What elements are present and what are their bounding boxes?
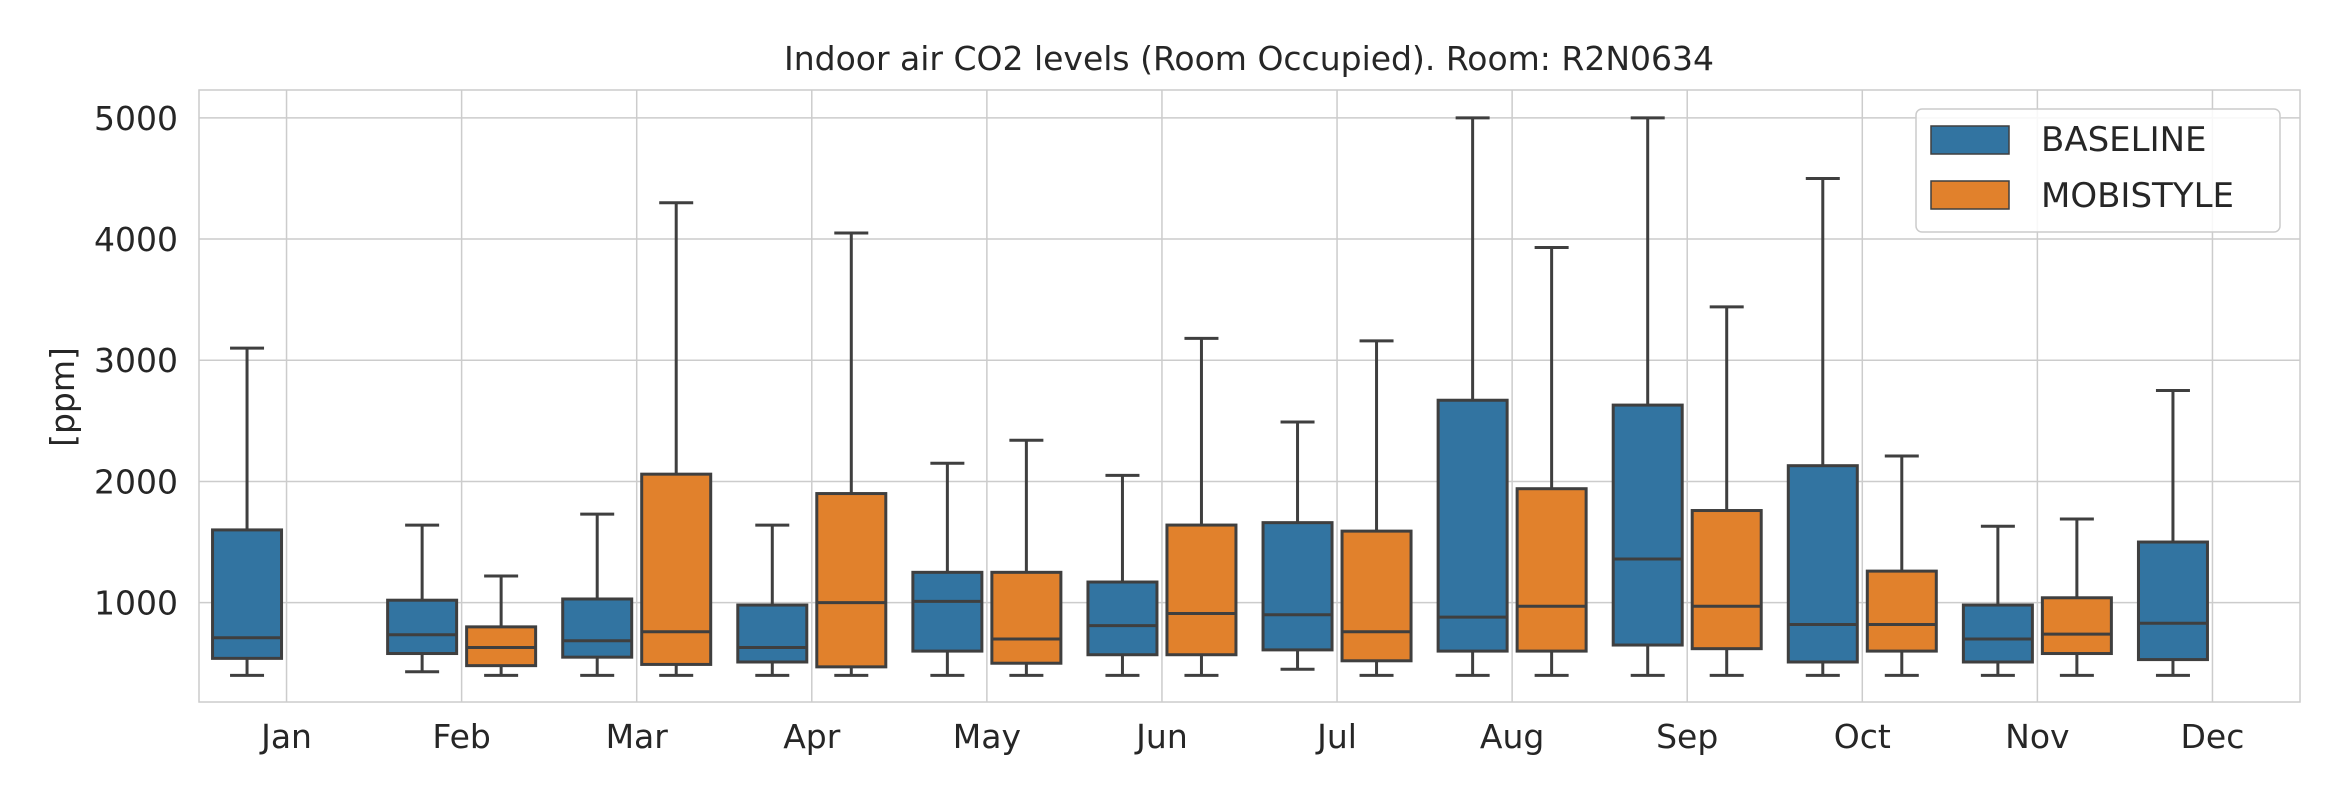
box-baseline-nov bbox=[1961, 524, 2034, 677]
box-mobistyle-sep bbox=[1690, 305, 1763, 677]
legend-label-baseline: BASELINE bbox=[2041, 120, 2207, 160]
box-mobistyle-jul bbox=[1340, 339, 1413, 677]
iqr-box bbox=[640, 472, 713, 666]
iqr-box bbox=[1786, 464, 1859, 664]
iqr-box bbox=[2040, 596, 2113, 656]
y-tick-label: 2000 bbox=[94, 462, 178, 501]
iqr-box bbox=[815, 492, 888, 669]
y-tick-label: 4000 bbox=[94, 220, 178, 259]
x-tick-label: Feb bbox=[432, 717, 490, 756]
box-baseline-jan bbox=[211, 346, 284, 677]
iqr-box bbox=[2136, 540, 2209, 662]
x-tick-label: Aug bbox=[1480, 717, 1544, 756]
legend-swatch-baseline bbox=[1930, 125, 2010, 155]
box-baseline-jul bbox=[1261, 420, 1334, 671]
box-mobistyle-nov bbox=[2040, 517, 2113, 677]
x-tick-label: Dec bbox=[2181, 717, 2245, 756]
iqr-box bbox=[1165, 523, 1238, 657]
iqr-box bbox=[1690, 509, 1763, 651]
iqr-box bbox=[911, 570, 984, 653]
legend: BASELINE MOBISTYLE bbox=[1915, 108, 2281, 233]
y-tick-label: 5000 bbox=[94, 99, 178, 138]
iqr-box bbox=[1340, 529, 1413, 663]
iqr-box bbox=[1515, 487, 1588, 653]
box-mobistyle-apr bbox=[815, 231, 888, 677]
box-mobistyle-may bbox=[990, 438, 1063, 677]
y-axis-label: [ppm] bbox=[43, 347, 82, 447]
legend-swatch-mobistyle bbox=[1930, 180, 2010, 210]
iqr-box bbox=[1961, 603, 2034, 664]
box-mobistyle-jun bbox=[1165, 336, 1238, 677]
x-tick-label: Jan bbox=[259, 717, 312, 756]
box-baseline-apr bbox=[736, 523, 809, 677]
iqr-box bbox=[736, 603, 809, 664]
iqr-box bbox=[1611, 403, 1684, 647]
gridlines bbox=[199, 90, 2300, 702]
x-tick-labels: Jan Feb Mar Apr May Jun Jul Aug Sep Oct Nov Dec bbox=[259, 717, 2244, 756]
x-tick-label: Sep bbox=[1656, 717, 1718, 756]
box-baseline-may bbox=[911, 461, 984, 677]
x-tick-label: Mar bbox=[606, 717, 669, 756]
legend-label-mobistyle: MOBISTYLE bbox=[2041, 176, 2234, 216]
iqr-box bbox=[1865, 569, 1938, 653]
iqr-box bbox=[990, 570, 1063, 665]
box-baseline-mar bbox=[561, 512, 634, 677]
box-series bbox=[211, 116, 2209, 677]
x-tick-label: Jun bbox=[1134, 717, 1188, 756]
chart-title: Indoor air CO2 levels (Room Occupied). R… bbox=[784, 39, 1714, 78]
x-tick-label: May bbox=[953, 717, 1021, 756]
box-mobistyle-feb bbox=[465, 574, 538, 677]
box-baseline-feb bbox=[386, 523, 459, 674]
x-tick-label: Apr bbox=[783, 717, 841, 756]
box-baseline-dec bbox=[2136, 389, 2209, 677]
x-tick-label: Oct bbox=[1834, 717, 1891, 756]
iqr-box bbox=[1261, 521, 1334, 652]
y-tick-label: 3000 bbox=[94, 341, 178, 380]
iqr-box bbox=[1086, 580, 1159, 657]
iqr-box bbox=[561, 597, 634, 659]
x-tick-label: Nov bbox=[2005, 717, 2069, 756]
box-baseline-sep bbox=[1611, 116, 1684, 677]
y-tick-label: 1000 bbox=[94, 584, 178, 623]
iqr-box bbox=[1436, 398, 1509, 653]
x-tick-label: Jul bbox=[1315, 717, 1357, 756]
iqr-box bbox=[386, 598, 459, 656]
box-baseline-oct bbox=[1786, 176, 1859, 677]
y-tick-labels: 1000 2000 3000 4000 5000 bbox=[94, 99, 178, 623]
box-mobistyle-oct bbox=[1865, 454, 1938, 677]
box-baseline-aug bbox=[1436, 116, 1509, 677]
box-baseline-jun bbox=[1086, 473, 1159, 677]
box-mobistyle-aug bbox=[1515, 246, 1588, 677]
box-mobistyle-mar bbox=[640, 201, 713, 677]
